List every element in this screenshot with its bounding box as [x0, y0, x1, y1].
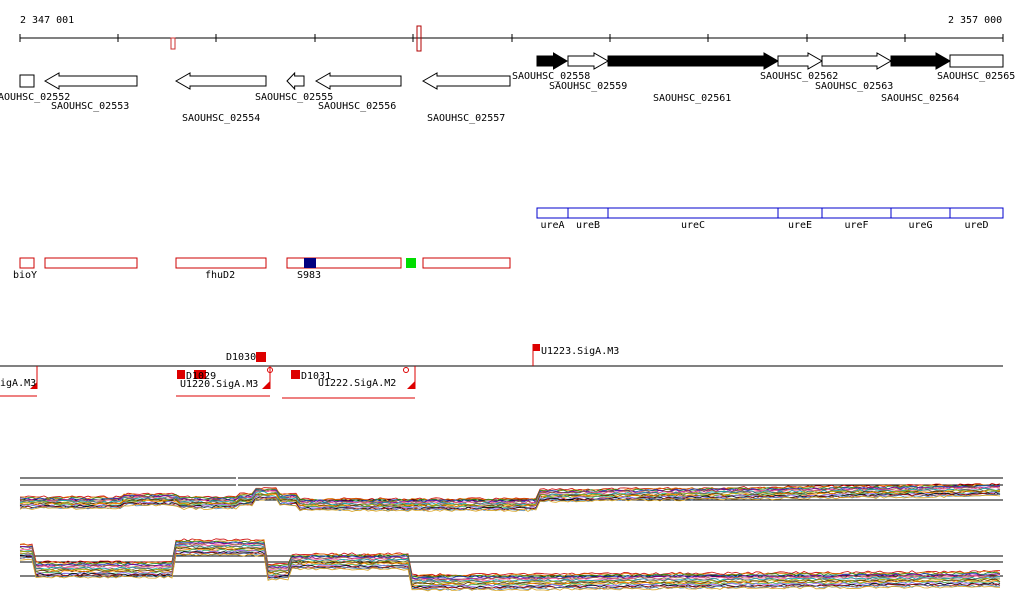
gene-label: SAOUHSC_02556: [318, 101, 396, 112]
ruler-marker: [416, 25, 422, 52]
gene-arrow[interactable]: SAOUHSC_02558: [512, 52, 590, 82]
ruler-end-label: 2 357 000: [948, 15, 1002, 26]
feature-marker-d1031[interactable]: [291, 370, 300, 379]
promoter-flag[interactable]: [532, 344, 540, 366]
feature-label: U1220.SigA.M3: [180, 379, 258, 390]
gene-label: SAOUHSC_02559: [549, 81, 627, 92]
promoter-flag[interactable]: [176, 366, 273, 397]
feature-marker-d1029[interactable]: [194, 370, 206, 379]
feature-track: D1030 D1029 D1031 U1223.SigA.M3 SigA.M3 …: [0, 344, 1003, 399]
gene-arrow[interactable]: SAOUHSC_02559: [549, 52, 627, 92]
gene-label: SAOUHSC_02555: [255, 92, 333, 103]
operon-segment[interactable]: ureB: [567, 207, 609, 231]
gene-arrow[interactable]: SAOUHSC_02554: [174, 72, 267, 124]
gene-arrow[interactable]: SAOUHSC_02564: [881, 52, 959, 104]
gene-label: SAOUHSC_02553: [51, 101, 129, 112]
operon-segment[interactable]: ureG: [890, 207, 951, 231]
ruler-marker: [170, 37, 176, 50]
feature-label: D1031: [301, 371, 331, 382]
expression-panel-bottom: [19, 538, 1003, 592]
gene-label: SAOUHSC_02558: [512, 71, 590, 82]
gene-arrow[interactable]: SAOUHSC_02561: [607, 52, 780, 104]
feature-marker-d1029[interactable]: [177, 370, 185, 379]
gene-arrow[interactable]: SAOUHSC_02555: [255, 71, 333, 103]
gene-arrow[interactable]: SAOUHSC_02557: [421, 72, 511, 124]
gene-label: SAOUHSC_02563: [815, 81, 893, 92]
gene-label: SAOUHSC_02565: [937, 71, 1015, 82]
operon-label: ureD: [964, 220, 988, 231]
operon-label: ureB: [576, 220, 600, 231]
feature-label: U1222.SigA.M2: [318, 378, 396, 389]
gene-label: SAOUHSC_02552: [0, 92, 70, 103]
operon-label: ureE: [788, 220, 812, 231]
operon-segment[interactable]: ureF: [821, 207, 892, 231]
gene-arrow[interactable]: SAOUHSC_02563: [815, 52, 893, 92]
coordinate-ruler: 2 347 001 2 357 000: [19, 15, 1004, 52]
gene-arrow[interactable]: SAOUHSC_02565: [937, 54, 1015, 82]
annotation-track: bioY fhuD2 S983: [13, 257, 511, 281]
gene-label: SAOUHSC_02554: [182, 113, 260, 124]
gene-arrow[interactable]: SAOUHSC_02553: [43, 72, 138, 112]
operon-segment[interactable]: ureA: [536, 207, 569, 231]
promoter-flag[interactable]: [0, 366, 38, 397]
annotation-box[interactable]: [422, 257, 511, 269]
ruler-ticks: [19, 34, 1004, 42]
promoter-flag[interactable]: [282, 366, 416, 399]
operon-segment[interactable]: ureC: [607, 207, 779, 231]
expression-panel-top: [19, 470, 1003, 515]
feature-label: U1223.SigA.M3: [541, 346, 619, 357]
annotation-label: fhuD2: [205, 270, 235, 281]
annotation-highlight[interactable]: [406, 258, 416, 268]
gene-arrow[interactable]: SAOUHSC_02556: [314, 72, 402, 112]
annotation-highlight[interactable]: [304, 258, 316, 268]
annotation-box[interactable]: [286, 257, 402, 269]
ruler-start-label: 2 347 001: [20, 15, 74, 26]
operon-segment[interactable]: ureD: [949, 207, 1004, 231]
gene-arrow[interactable]: SAOUHSC_02562: [760, 52, 838, 82]
operon-label: ureC: [681, 220, 705, 231]
operon-label: ureG: [908, 220, 932, 231]
feature-label: D1030: [226, 352, 256, 363]
operon-label: ureF: [844, 220, 868, 231]
feature-label: SigA.M3: [0, 378, 36, 389]
feature-label: D1029: [186, 371, 216, 382]
gene-label: SAOUHSC_02562: [760, 71, 838, 82]
annotation-label: bioY: [13, 270, 37, 281]
annotation-box[interactable]: [44, 257, 138, 269]
gene-label: SAOUHSC_02564: [881, 93, 959, 104]
gene-arrow[interactable]: SAOUHSC_02552: [0, 74, 70, 103]
operon-label: ureA: [540, 220, 564, 231]
annotation-label: S983: [297, 270, 321, 281]
gene-label: SAOUHSC_02557: [427, 113, 505, 124]
operon-track: ureA ureB ureC ureE ureF ureG ureD: [536, 207, 1004, 231]
annotation-box[interactable]: [19, 257, 35, 269]
feature-marker-d1030[interactable]: [256, 352, 266, 362]
operon-segment[interactable]: ureE: [777, 207, 823, 231]
gene-label: SAOUHSC_02561: [653, 93, 731, 104]
annotation-box[interactable]: [175, 257, 267, 269]
